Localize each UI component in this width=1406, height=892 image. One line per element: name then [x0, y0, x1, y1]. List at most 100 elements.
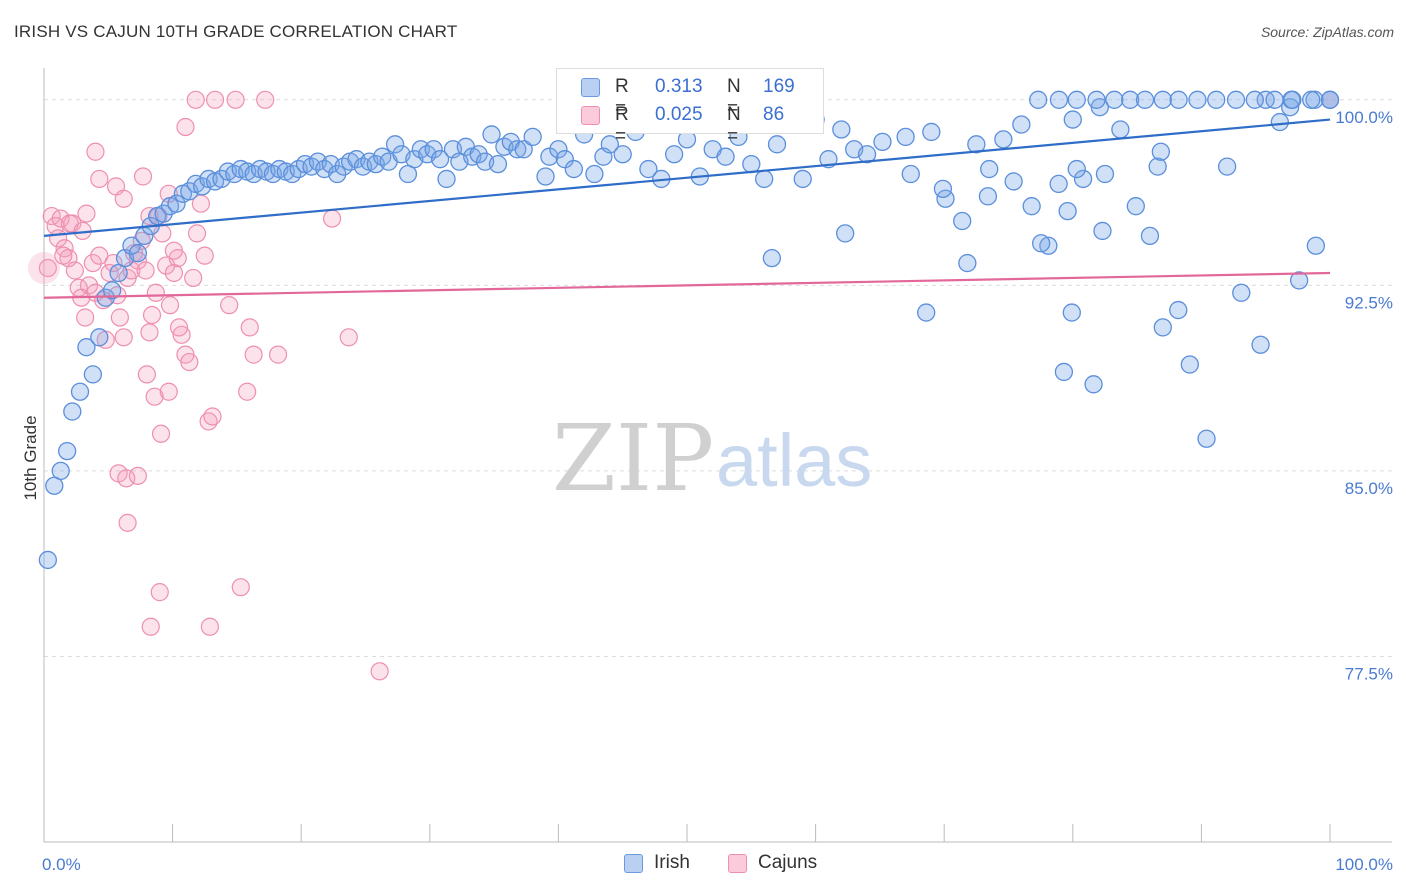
cajun-point: [140, 323, 159, 342]
irish-point: [953, 211, 972, 231]
cajun-point: [90, 246, 109, 265]
irish-point: [469, 145, 488, 164]
irish-point: [1049, 174, 1068, 194]
irish-point: [896, 127, 915, 147]
cajun-point: [164, 241, 183, 260]
irish-point: [978, 187, 998, 206]
irish-point: [103, 281, 122, 300]
irish-point: [1031, 234, 1051, 253]
cajun-point: [187, 224, 207, 243]
cajun-point: [240, 318, 259, 337]
cajun-point: [90, 169, 109, 189]
cajun-point: [142, 305, 162, 325]
cajun-point: [38, 258, 57, 278]
irish-point: [1302, 90, 1321, 109]
cajun-swatch: [581, 106, 600, 125]
cajun-point: [137, 365, 156, 384]
irish-r-value: 0.313: [655, 76, 703, 97]
cajun-point: [200, 617, 219, 636]
cajun-point: [160, 296, 180, 315]
irish-point: [536, 167, 555, 186]
cajun-point: [370, 662, 389, 681]
irish-point: [742, 154, 761, 174]
cajun-point: [169, 318, 189, 337]
irish-point: [901, 164, 920, 184]
irish-point: [873, 132, 892, 152]
irish-point: [523, 127, 542, 147]
irish-point: [585, 164, 604, 184]
irish-point: [755, 169, 774, 189]
irish-point: [1251, 335, 1270, 354]
cajun-point: [54, 246, 73, 265]
source-label: Source: ZipAtlas.com: [1260, 24, 1394, 40]
irish-point: [1058, 201, 1077, 221]
cajun-point: [145, 387, 164, 406]
irish-point: [424, 140, 443, 159]
y-tick-label: 92.5%: [1345, 293, 1393, 312]
cajun-point: [76, 308, 95, 327]
irish-point: [83, 365, 103, 384]
irish-point: [1197, 429, 1216, 448]
cajun-point: [220, 296, 239, 315]
irish-point: [1226, 90, 1246, 109]
x-tick-label-min: 0.0%: [42, 855, 81, 874]
cajun-point: [195, 246, 214, 265]
cajun-trend-line: [43, 271, 1331, 299]
irish-point: [1039, 236, 1058, 255]
irish-point: [1232, 283, 1251, 302]
cajun-point: [118, 513, 137, 532]
irish-point: [917, 303, 936, 322]
cajun-point: [205, 90, 225, 109]
irish-point: [1022, 197, 1041, 216]
cajun-point: [51, 209, 70, 228]
irish-point: [1063, 110, 1082, 129]
cajun-point: [176, 117, 195, 137]
irish-point: [664, 145, 684, 164]
irish-point: [767, 135, 787, 154]
irish-point: [488, 154, 508, 174]
cajun-point: [79, 276, 99, 295]
cajun-point: [184, 268, 203, 288]
irish-point: [482, 125, 501, 144]
cajun-point: [114, 189, 133, 208]
irish-point: [967, 135, 986, 154]
cajun-point: [133, 167, 153, 186]
cajun-point: [117, 469, 136, 488]
irish-point: [1093, 221, 1112, 241]
cajun-point: [172, 325, 191, 344]
irish-point: [1148, 157, 1167, 176]
irish-point: [1217, 157, 1237, 176]
irish-point: [1180, 355, 1199, 374]
cajun-point: [83, 253, 102, 273]
cajun-point: [159, 382, 178, 401]
cajun-n-value: 86: [763, 104, 785, 125]
irish-point: [1153, 318, 1172, 337]
irish-point: [1270, 112, 1289, 132]
irish-point: [1095, 164, 1115, 184]
irish-point: [857, 145, 877, 164]
irish-point: [1087, 90, 1106, 109]
y-tick-label: 77.5%: [1345, 664, 1393, 683]
cajun-point: [114, 328, 133, 347]
irish-point: [514, 140, 533, 159]
cajun-legend-swatch: [728, 854, 747, 873]
cajun-point: [203, 407, 222, 426]
irish-point: [70, 382, 90, 401]
irish-point: [832, 120, 851, 139]
cajun-point: [244, 345, 263, 364]
irish-legend-label: Irish: [654, 852, 690, 873]
watermark-atlas: atlas: [716, 419, 872, 502]
irish-point: [38, 550, 58, 570]
cajun-point: [226, 90, 245, 109]
irish-point: [77, 338, 96, 357]
cajun-point: [322, 209, 342, 228]
irish-point: [762, 248, 782, 268]
cajun-point: [231, 578, 250, 597]
irish-point: [1169, 90, 1188, 109]
cajun-point: [55, 239, 74, 258]
irish-point: [1283, 90, 1302, 109]
irish-point: [1280, 98, 1300, 117]
cajun-point: [104, 253, 123, 273]
irish-point: [1245, 90, 1264, 109]
